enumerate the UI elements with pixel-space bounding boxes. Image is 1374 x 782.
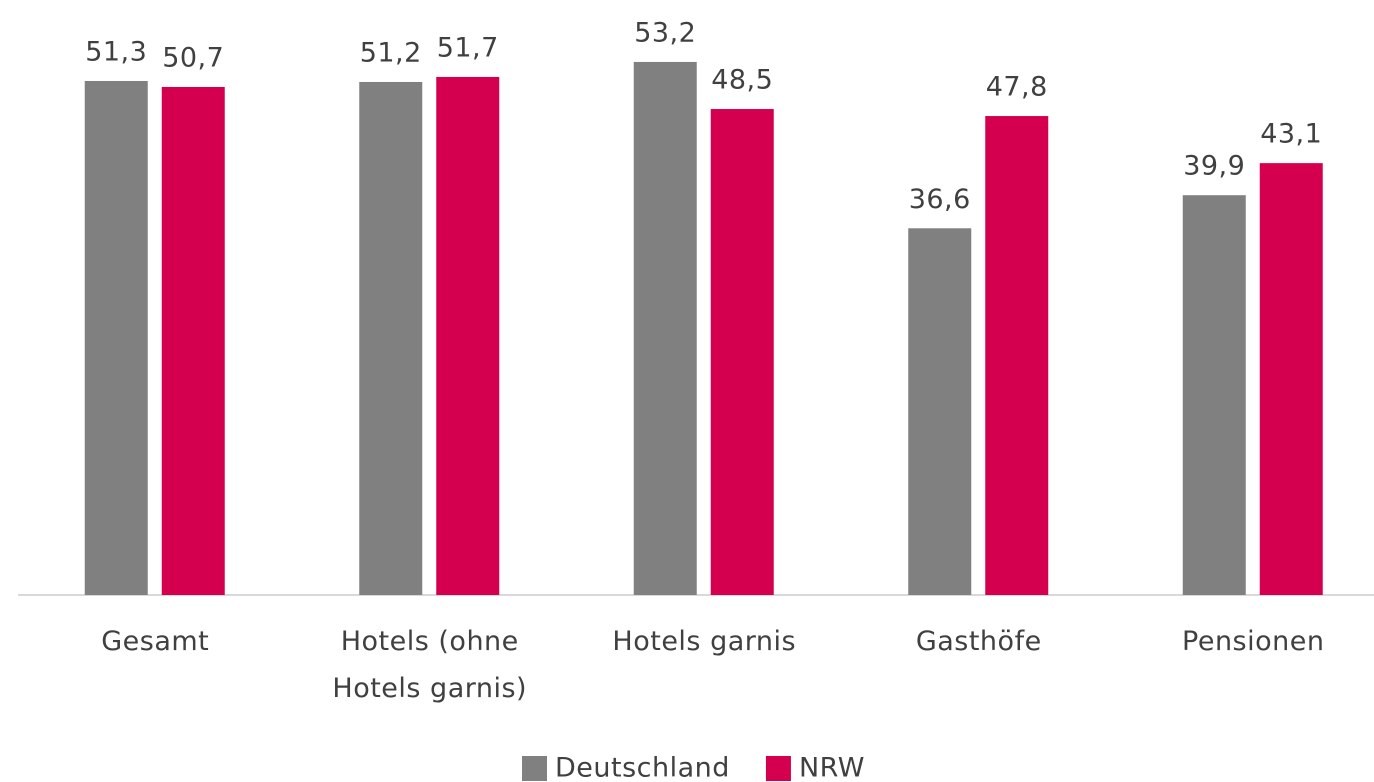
bar [710,109,774,595]
data-label: 50,7 [162,42,224,73]
data-label: 48,5 [711,65,773,96]
data-label: 51,7 [437,32,499,63]
legend-swatch [522,756,547,781]
bar [359,81,423,595]
bar [1182,195,1246,595]
data-label: 47,8 [986,72,1048,103]
x-tick-label: Pensionen [1182,626,1325,657]
legend-swatch [765,756,791,781]
data-label: 43,1 [1260,119,1322,150]
x-tick-label: Gesamt [101,626,210,657]
bar [436,76,500,595]
x-tick-label: Gasthöfe [915,626,1042,657]
legend-label: Deutschland [555,753,730,782]
data-label: 53,2 [634,17,696,48]
bar [84,80,148,595]
data-label: 36,6 [909,184,971,215]
data-label: 51,2 [360,37,422,68]
bar [985,116,1049,595]
bar [161,86,225,596]
x-tick-label: Hotels garnis [612,626,797,657]
bar [1259,163,1323,595]
legend-label: NRW [799,753,865,782]
data-label: 51,3 [85,36,147,67]
bar [908,228,972,595]
data-label: 39,9 [1183,151,1245,182]
bar [633,61,697,596]
x-tick-label: Hotels (ohne Hotels garnis) [332,626,528,704]
